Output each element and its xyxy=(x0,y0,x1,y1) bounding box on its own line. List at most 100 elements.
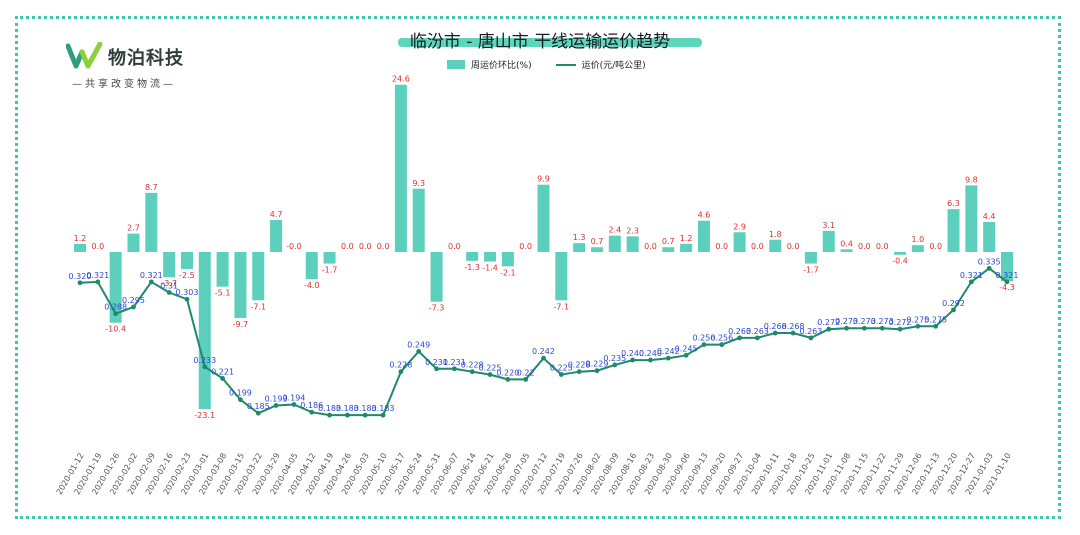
bar-label-2020-12-20: 6.3 xyxy=(947,199,960,208)
price-point-2020-03-29 xyxy=(273,403,279,408)
bar-2020-05-24 xyxy=(412,188,425,252)
price-point-2020-12-06 xyxy=(915,323,921,329)
bar-label-2020-10-18: 0.0 xyxy=(787,242,800,251)
bar-2020-01-12 xyxy=(74,243,86,252)
price-label-2020-03-29: 0.193 xyxy=(265,394,288,403)
legend-line-swatch xyxy=(555,63,576,66)
price-label-2020-05-31: 0.231 xyxy=(425,358,448,367)
bar-label-2020-11-22: 0.0 xyxy=(876,242,889,251)
price-point-2020-11-29 xyxy=(897,326,903,332)
price-label-2020-03-15: 0.199 xyxy=(229,389,252,398)
price-label-2020-12-20: 0.292 xyxy=(942,299,965,308)
price-label-2020-11-22: 0.273 xyxy=(871,317,894,326)
legend-line-label: 运价(元/吨公里) xyxy=(581,61,646,71)
bar-2020-09-13 xyxy=(697,220,710,252)
bar-2020-02-02 xyxy=(127,233,140,252)
price-label-2020-09-20: 0.256 xyxy=(710,334,733,343)
bar-label-2020-03-08: -5.1 xyxy=(215,289,231,298)
price-point-2020-11-08 xyxy=(844,325,849,331)
price-point-2020-03-22 xyxy=(255,410,261,416)
price-point-2020-03-01 xyxy=(202,364,208,370)
price-point-2020-08-16 xyxy=(630,357,636,363)
price-point-2020-11-22 xyxy=(879,325,885,331)
price-point-2020-10-04 xyxy=(755,335,760,341)
price-label-2020-06-21: 0.225 xyxy=(479,364,502,373)
price-label-2020-12-13: 0.275 xyxy=(924,315,947,324)
price-label-2020-08-09: 0.235 xyxy=(603,354,626,363)
bar-label-2020-08-09: 2.4 xyxy=(608,226,621,235)
bar-2020-12-06 xyxy=(911,245,924,252)
price-label-2020-12-06: 0.275 xyxy=(906,315,929,324)
legend-bar-label: 周运价环比(%) xyxy=(471,61,532,71)
price-label-2020-04-05: 0.194 xyxy=(282,394,305,403)
bar-label-2020-04-26: 0.0 xyxy=(341,242,354,251)
price-point-2020-09-27 xyxy=(737,335,742,341)
price-label-2021-01-10: 0.321 xyxy=(996,271,1019,280)
price-label-2020-02-16: 0.31 xyxy=(160,281,178,290)
price-label-2020-07-19: 0.225 xyxy=(550,364,573,373)
price-point-2020-08-30 xyxy=(665,355,671,361)
price-point-2020-01-12 xyxy=(77,280,83,286)
bar-label-2020-01-26: -10.4 xyxy=(105,325,126,334)
bar-2020-12-27 xyxy=(965,185,978,252)
price-point-2020-08-02 xyxy=(594,368,600,374)
bar-2020-06-21 xyxy=(484,252,497,262)
price-point-2020-02-02 xyxy=(131,304,136,310)
chart-legend: 周运价环比(%) 运价(元/吨公里) xyxy=(447,58,646,71)
legend-item-bar[interactable]: 周运价环比(%) xyxy=(447,58,532,71)
bar-2020-10-25 xyxy=(804,252,817,264)
bar-label-2020-05-24: 9.3 xyxy=(412,179,425,188)
price-point-2020-08-23 xyxy=(648,357,653,363)
bar-2020-04-12 xyxy=(305,252,318,280)
price-point-2020-04-05 xyxy=(291,402,297,407)
price-point-2020-07-05 xyxy=(523,377,529,382)
bar-2020-08-30 xyxy=(662,247,675,252)
bar-label-2020-11-08: 0.4 xyxy=(840,239,853,248)
price-label-2021-01-03: 0.335 xyxy=(978,257,1001,266)
bar-label-2020-08-16: 2.3 xyxy=(626,226,639,235)
price-label-2020-02-23: 0.303 xyxy=(176,288,199,297)
legend-item-line[interactable]: 运价(元/吨公里) xyxy=(555,58,646,71)
price-label-2020-11-15: 0.273 xyxy=(853,317,876,326)
chart-title: 临汾市 - 唐山市 干线运输运价趋势 xyxy=(409,32,671,52)
price-label-2020-03-01: 0.233 xyxy=(193,356,216,365)
bar-2020-08-16 xyxy=(626,236,639,252)
price-point-2020-11-15 xyxy=(861,325,867,331)
legend-bar-swatch xyxy=(447,60,465,69)
price-label-2020-09-13: 0.256 xyxy=(692,334,715,343)
price-point-2021-01-10 xyxy=(1004,279,1010,285)
price-label-2020-04-19: 0.183 xyxy=(318,404,341,413)
bar-2020-09-06 xyxy=(680,243,693,252)
price-point-2020-05-31 xyxy=(434,366,439,372)
bar-label-2020-08-23: 0.0 xyxy=(644,242,657,251)
bar-label-2020-01-19: 0.0 xyxy=(91,242,104,251)
price-point-2020-09-06 xyxy=(683,352,689,358)
bar-label-2020-11-01: 3.1 xyxy=(822,221,835,230)
bar-2020-09-27 xyxy=(733,232,746,252)
price-label-2020-07-26: 0.228 xyxy=(568,361,591,370)
bar-2020-08-02 xyxy=(590,247,603,252)
title-underline xyxy=(398,38,702,47)
bar-label-2020-09-27: 2.9 xyxy=(733,222,746,231)
price-point-2020-05-24 xyxy=(416,348,422,354)
bar-2021-01-10 xyxy=(1001,252,1013,282)
bar-label-2020-03-22: -7.1 xyxy=(250,302,266,311)
bar-2020-02-09 xyxy=(145,192,158,252)
bar-2020-02-23 xyxy=(180,252,193,269)
bar-label-2020-12-27: 9.8 xyxy=(965,175,978,184)
price-label-2020-05-10: 0.183 xyxy=(372,404,395,413)
bar-label-2020-10-11: 1.8 xyxy=(769,230,782,239)
bar-label-2020-10-04: 0.0 xyxy=(751,242,764,251)
price-label-2020-10-11: 0.268 xyxy=(764,322,787,331)
bar-label-2021-01-03: 4.4 xyxy=(983,212,996,221)
bar-label-2020-03-01: -23.1 xyxy=(194,411,215,420)
price-point-2020-01-26 xyxy=(113,311,119,317)
price-point-2020-05-10 xyxy=(380,412,386,418)
bar-label-2020-04-19: -1.7 xyxy=(322,266,338,275)
price-label-2020-11-08: 0.273 xyxy=(835,317,858,326)
price-point-2020-05-17 xyxy=(398,369,404,375)
price-point-2020-04-26 xyxy=(345,412,350,418)
bar-label-2020-06-21: -1.4 xyxy=(482,264,498,273)
bar-2021-01-03 xyxy=(983,222,996,252)
